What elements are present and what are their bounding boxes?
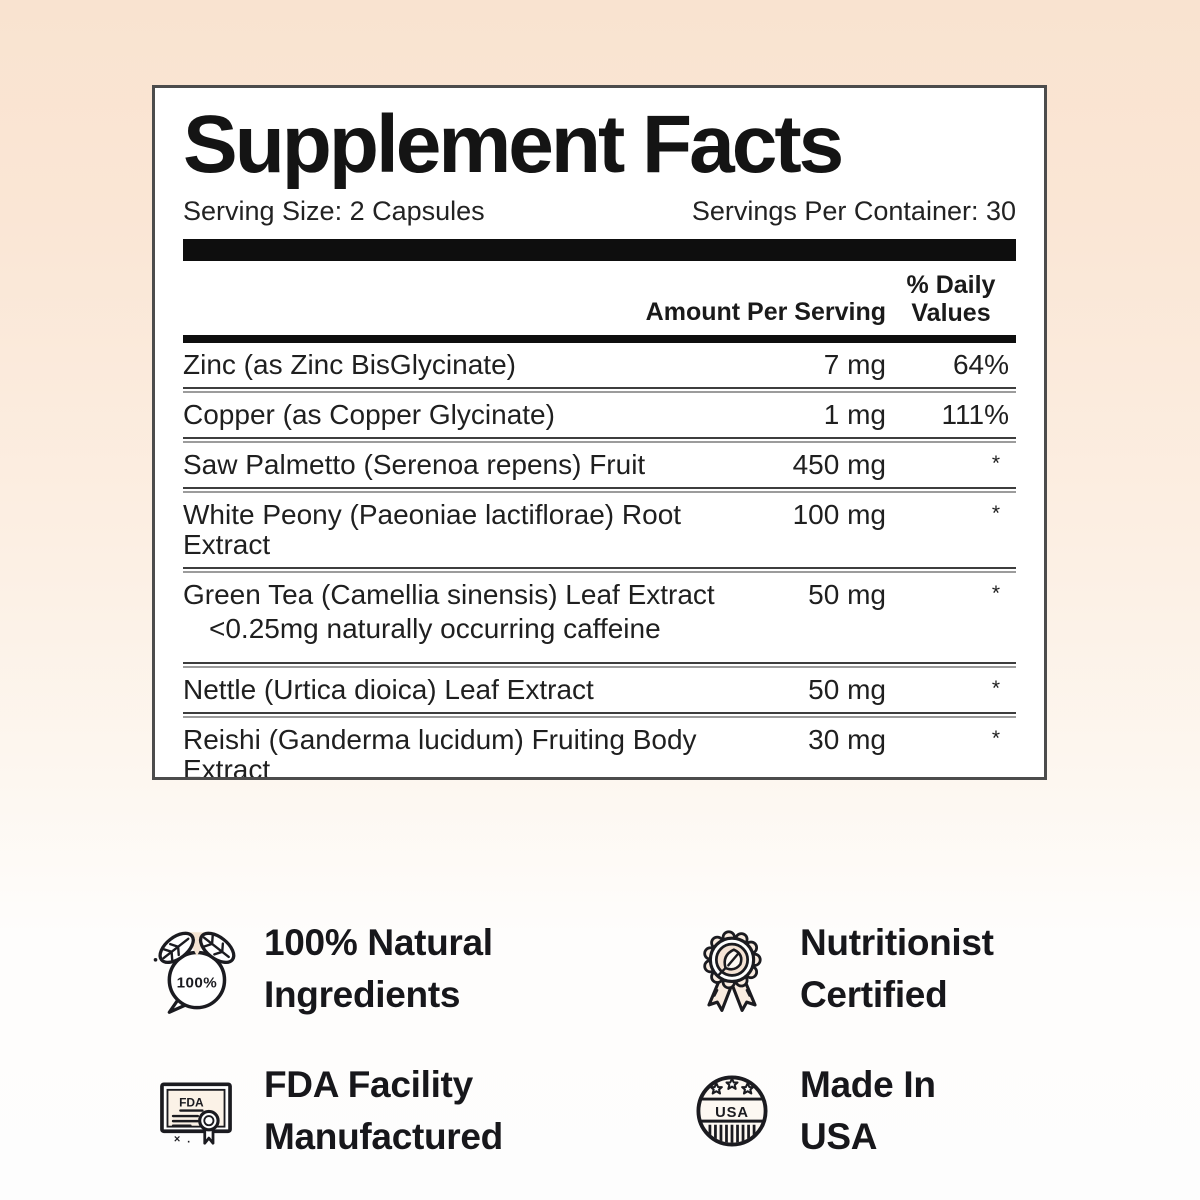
table-row: Green Tea (Camellia sinensis) Leaf Extra… [183,573,1016,662]
ingredient-name-sub: <0.25mg naturally occurring caffeine [209,613,661,645]
table-row: White Peony (Paeoniae lactiflorae) Root … [183,493,1016,567]
row-separator [183,487,1016,494]
ingredient-name: White Peony (Paeoniae lactiflorae) Root … [183,499,682,561]
serving-info-row: Serving Size: 2 Capsules Servings Per Co… [183,196,1016,227]
natural-100-percent-icon: 100% [153,931,236,1014]
serving-size-label: Serving Size: 2 Capsules [183,196,485,227]
ingredient-amount: 450 mg [792,449,886,481]
ingredient-daily-value: * [991,727,1000,751]
divider-bar-header [183,335,1016,344]
nutritionist-rosette-icon [703,930,762,1012]
table-row: Saw Palmetto (Serenoa repens) Fruit 450 … [183,443,1016,487]
certification-badges: 100% 100% Natural Ingredients [150,898,1055,1182]
row-separator [183,712,1016,719]
table-header: Amount Per Serving % Daily Values [183,261,1016,335]
ingredient-name: Copper (as Copper Glycinate) [183,399,555,431]
supplement-facts-panel: Supplement Facts Serving Size: 2 Capsule… [152,85,1047,780]
ingredient-daily-value: 111% [941,399,1009,431]
table-row: Zinc (as Zinc BisGlycinate) 7 mg 64% [183,343,1016,387]
icon-fda-text: FDA [179,1095,204,1109]
servings-per-container-label: Servings Per Container: 30 [691,196,1016,227]
ingredient-amount: 7 mg [823,349,886,381]
daily-values-header: % Daily Values [886,271,1016,327]
ingredient-name: Zinc (as Zinc BisGlycinate) [183,349,516,381]
icon-usa-text: USA [715,1105,749,1121]
row-separator [183,567,1016,574]
badge-natural-ingredients: 100% 100% Natural Ingredients [150,917,686,1021]
badge-label: Nutritionist Certified [800,917,994,1021]
ingredient-amount: 50 mg [808,579,886,611]
badge-label-line1: Nutritionist [800,922,994,963]
table-row: Copper (as Copper Glycinate) 1 mg 111% [183,393,1016,437]
icon-cert-marks: × . [174,1133,192,1145]
row-separator [183,662,1016,669]
amount-per-serving-header: Amount Per Serving [645,298,886,327]
ingredient-amount: 1 mg [823,399,886,431]
daily-values-header-line2: Values [911,299,991,328]
ingredient-name: Reishi (Ganderma lucidum) Fruiting Body … [183,724,697,780]
badge-label-line1: Made In [800,1064,936,1105]
badge-label-line2: USA [800,1116,878,1157]
badge-label-line2: Manufactured [264,1116,503,1157]
fda-certificate-icon: FDA × . [160,1082,232,1145]
ingredient-daily-value: * [991,452,1000,476]
row-separator [183,437,1016,444]
badge-fda-facility: FDA × . FDA Facility Manufactured [150,1059,686,1163]
badge-label-line1: FDA Facility [264,1064,473,1105]
ingredient-amount: 50 mg [808,674,886,706]
ingredient-name: Green Tea (Camellia sinensis) Leaf Extra… [183,580,736,644]
badge-label: FDA Facility Manufactured [264,1059,503,1163]
badge-nutritionist-certified: Nutritionist Certified [686,917,1055,1021]
panel-title: Supplement Facts [183,99,844,190]
ingredient-daily-value: * [991,502,1000,526]
ingredient-name: Nettle (Urtica dioica) Leaf Extract [183,674,594,706]
icon-100-percent-text: 100% [177,974,218,991]
ingredient-amount: 100 mg [792,499,886,531]
ingredient-amount: 30 mg [808,724,886,756]
ingredient-daily-value: * [991,677,1000,701]
badge-label: 100% Natural Ingredients [264,917,493,1021]
table-row: Nettle (Urtica dioica) Leaf Extract 50 m… [183,668,1016,712]
badge-label-line2: Certified [800,974,948,1015]
daily-values-header-line1: % Daily [906,271,996,300]
made-in-usa-icon: USA [696,1075,768,1147]
ingredient-name-main: Green Tea (Camellia sinensis) Leaf Extra… [183,579,715,611]
ingredient-name: Saw Palmetto (Serenoa repens) Fruit [183,449,646,481]
badge-made-in-usa: USA Made In USA [686,1059,1055,1163]
badge-label-line1: 100% Natural [264,922,493,963]
badge-label-line2: Ingredients [264,974,461,1015]
badge-label: Made In USA [800,1059,936,1163]
ingredient-daily-value: 64% [952,349,1009,381]
table-row: Reishi (Ganderma lucidum) Fruiting Body … [183,718,1016,780]
divider-bar-top [183,239,1016,262]
ingredient-daily-value: * [991,582,1000,606]
row-separator [183,387,1016,394]
